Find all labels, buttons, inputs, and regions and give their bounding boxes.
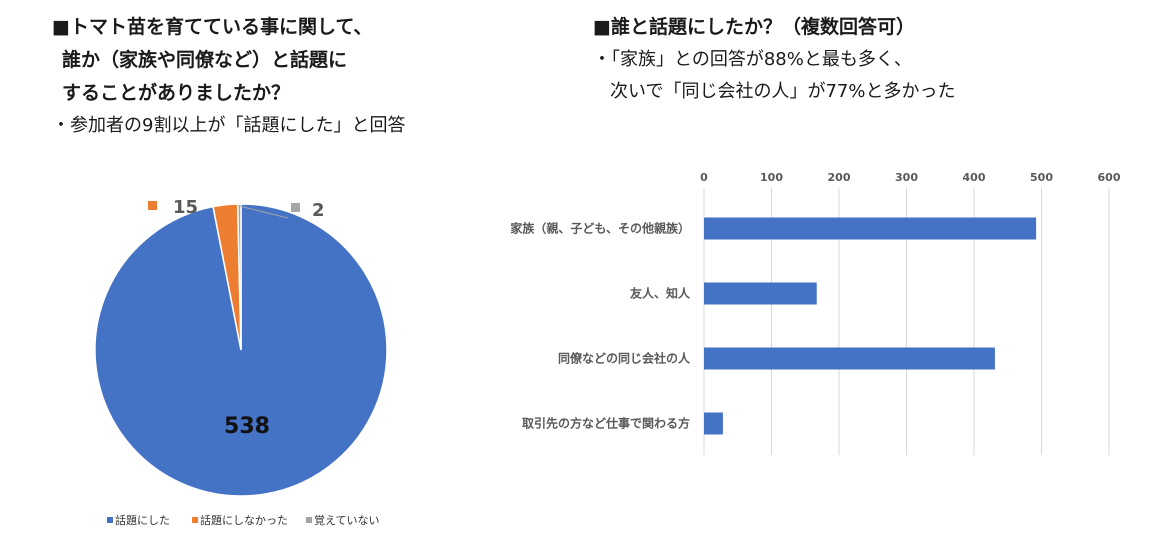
pie-legend-label-2: 話題にしなかった xyxy=(200,513,288,527)
bar-tick-label-300: 300 xyxy=(895,171,918,184)
bar-3 xyxy=(704,347,995,370)
pie-legend-label-3: 覚えていない xyxy=(314,514,379,527)
bar-tick-label-400: 400 xyxy=(963,171,986,184)
bar-tick-label-0: 0 xyxy=(700,171,708,184)
bar-chart: 0 100 200 300 400 500 600 家族（親、子ども、その他親族） 友人、知人同… xyxy=(510,171,1121,455)
pie-legend-key-2 xyxy=(192,517,198,523)
right-note-line-1: ・「家族」との回答が88%と最も多く、 xyxy=(593,49,912,70)
bar-4 xyxy=(704,412,723,435)
right-text-block: ■誰と話題にしたか？（複数回答可） ・「家族」との回答が88%と最も多く、 次い… xyxy=(593,11,955,108)
pie-label-key-3 xyxy=(291,203,300,212)
pie-data-label-2: 15 xyxy=(173,197,198,218)
pie-label-key-2 xyxy=(148,201,157,210)
left-note: ・参加者の9割以上が「話題にした」と回答 xyxy=(52,115,406,136)
pie-slice-3 xyxy=(236,203,242,351)
pie-legend-key-1 xyxy=(107,517,113,523)
pie-legend-key-3 xyxy=(306,517,312,523)
left-text-block: ■トマト苗を育てている事に関して、 誰か（家族や同僚など）と話題に することがあ… xyxy=(52,11,405,142)
right-note-line-2: 次いで「同じ会社の人」が77%と多かった xyxy=(610,81,956,102)
bar-tick-label-100: 100 xyxy=(760,171,783,184)
pie-data-label-3: 2 xyxy=(312,200,325,221)
left-heading-line-3: することがありましたか？ xyxy=(62,82,291,104)
left-heading-line-1: ■トマト苗を育てている事に関して、 xyxy=(52,16,373,38)
left-heading-line-2: 誰か（家族や同僚など）と話題に xyxy=(62,49,348,71)
pie-legend-label-1: 話題にした xyxy=(115,513,170,527)
bar-category-label-4: 取引先の方など仕事で関わる方 xyxy=(522,416,690,431)
bar-tick-label-200: 200 xyxy=(828,171,851,184)
bar-category-label-1: 家族（親、子ども、その他親族） xyxy=(510,221,690,236)
pie-chart: 538 15 2 話題にした 話題にしなかった 覚えていない xyxy=(94,197,388,527)
bar-tick-label-600: 600 xyxy=(1098,171,1121,184)
right-heading: ■誰と話題にしたか？（複数回答可） xyxy=(593,16,915,38)
bar-category-label-2: 友人、知人 xyxy=(629,286,691,301)
bar-category-label-3: 同僚などの同じ会社の人 xyxy=(558,351,691,366)
bar-tick-label-500: 500 xyxy=(1030,171,1053,184)
bar-2 xyxy=(704,282,817,305)
pie-data-label-1: 538 xyxy=(224,414,270,439)
pie-leader-line-3 xyxy=(239,205,289,219)
bar-1 xyxy=(704,217,1037,240)
